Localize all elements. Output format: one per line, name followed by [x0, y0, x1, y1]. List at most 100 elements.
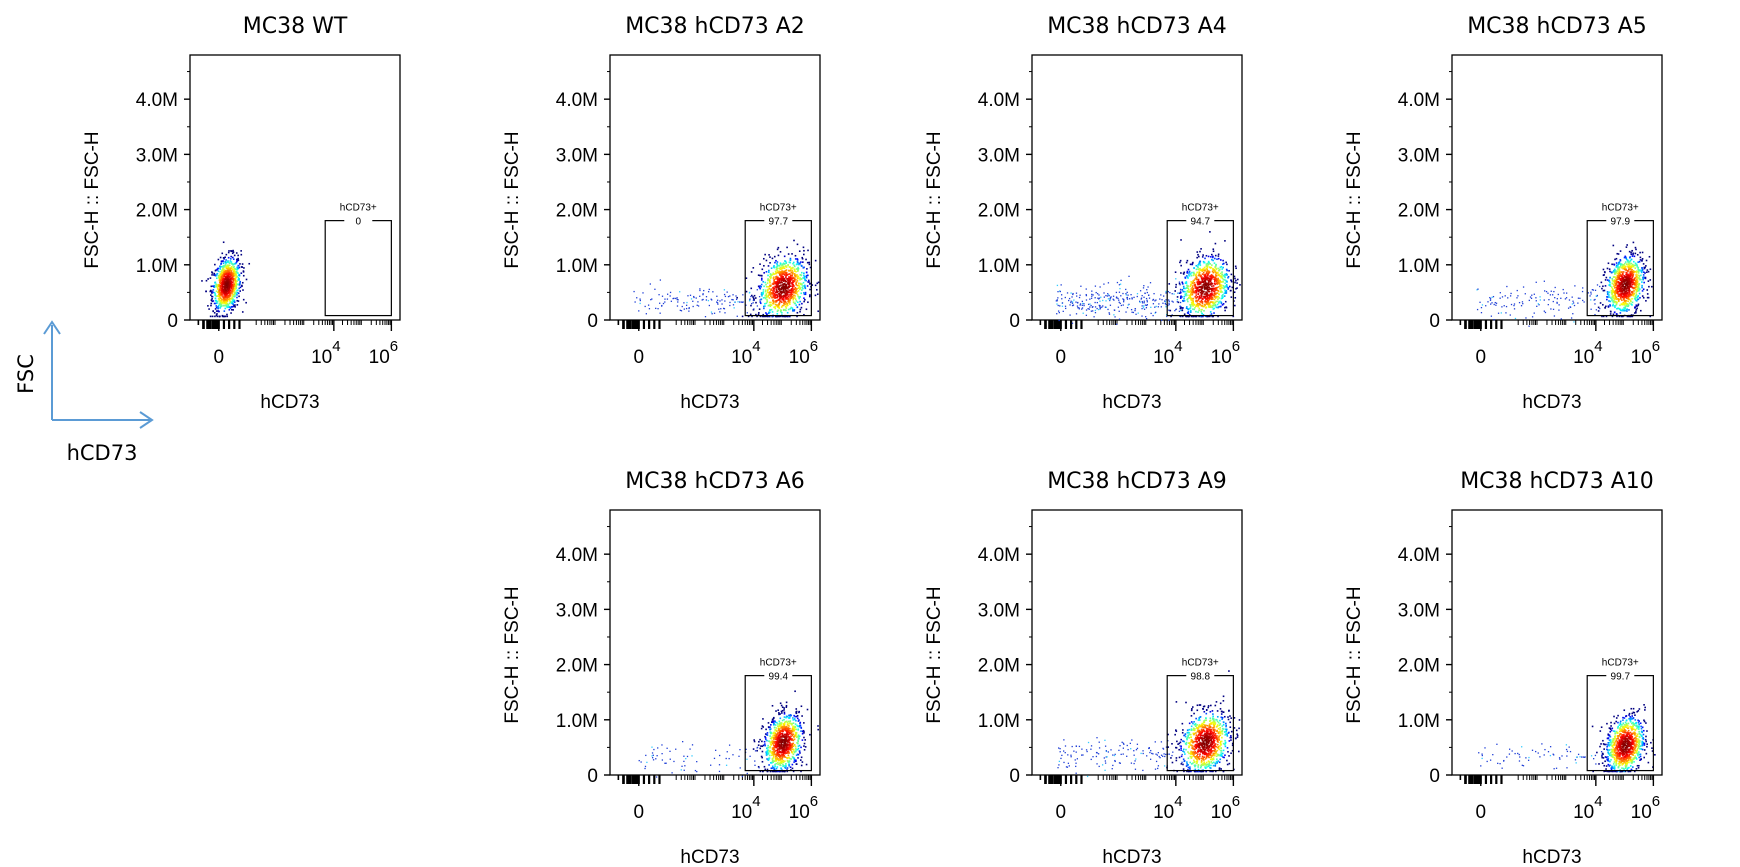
- event-dot: [210, 285, 213, 288]
- event-dot: [775, 767, 778, 770]
- event-dot: [1204, 282, 1207, 285]
- event-dot: [1059, 290, 1061, 293]
- event-dot: [1096, 301, 1098, 304]
- event-dot: [221, 274, 223, 276]
- event-dot: [796, 277, 799, 280]
- event-dot: [1164, 302, 1166, 305]
- event-dot: [1179, 288, 1182, 291]
- event-dot: [796, 259, 799, 261]
- event-dot: [767, 746, 770, 749]
- event-dot: [237, 292, 240, 295]
- event-dot: [1614, 301, 1617, 303]
- event-dot: [672, 297, 674, 300]
- event-dot: [214, 297, 217, 300]
- event-dot: [1626, 293, 1629, 295]
- event-dot: [1567, 307, 1570, 309]
- event-dot: [1618, 269, 1621, 271]
- event-dot: [1083, 304, 1085, 307]
- event-dot: [749, 298, 751, 300]
- event-dot: [1165, 299, 1167, 301]
- event-dot: [236, 258, 238, 261]
- event-dot: [232, 273, 235, 275]
- event-dot: [215, 283, 218, 286]
- event-dot: [229, 289, 232, 292]
- event-dot: [764, 294, 767, 297]
- event-dot: [1203, 274, 1206, 276]
- event-dot: [1216, 282, 1218, 284]
- event-dot: [1637, 286, 1640, 288]
- event-dot: [230, 261, 233, 263]
- event-dot: [1102, 305, 1104, 307]
- event-dot: [1206, 295, 1209, 298]
- event-dot: [1217, 253, 1220, 256]
- event-dot: [1620, 292, 1623, 295]
- event-dot: [1130, 308, 1133, 311]
- event-dot: [1521, 301, 1524, 303]
- event-dot: [1208, 294, 1211, 296]
- event-dot: [1621, 275, 1623, 278]
- event-dot: [1195, 264, 1198, 267]
- event-dot: [782, 270, 784, 273]
- event-dot: [768, 754, 771, 757]
- event-dot: [802, 285, 804, 287]
- event-dot: [789, 280, 791, 283]
- event-dot: [752, 299, 755, 302]
- event-dot: [776, 300, 778, 302]
- event-dot: [788, 714, 790, 717]
- event-dot: [1211, 298, 1214, 300]
- event-dot: [769, 746, 771, 749]
- event-dot: [1635, 274, 1637, 276]
- event-dot: [1617, 263, 1620, 266]
- event-dot: [773, 278, 776, 281]
- event-dot: [1632, 279, 1634, 281]
- event-dot: [1113, 299, 1115, 301]
- event-dot: [226, 299, 228, 302]
- event-dot: [1210, 296, 1213, 299]
- event-dot: [224, 273, 227, 276]
- event-dot: [782, 290, 785, 292]
- event-dot: [1080, 285, 1082, 287]
- event-dot: [1154, 300, 1156, 302]
- event-dot: [769, 293, 772, 296]
- event-dot: [1204, 285, 1206, 287]
- event-dot: [1629, 284, 1632, 287]
- event-dot: [1146, 289, 1148, 291]
- event-dot: [1573, 321, 1575, 323]
- event-dot: [1631, 291, 1633, 294]
- event-dot: [797, 287, 800, 289]
- event-dot: [776, 271, 779, 274]
- event-dot: [231, 302, 234, 305]
- event-dot: [681, 305, 683, 308]
- event-dot: [791, 267, 793, 270]
- event-dot: [805, 308, 808, 311]
- event-dot: [752, 308, 755, 311]
- y-tick-label: 3.0M: [1398, 145, 1440, 166]
- event-dot: [1611, 298, 1613, 301]
- event-dot: [1623, 308, 1626, 310]
- event-dot: [762, 292, 764, 294]
- event-dot: [773, 266, 776, 269]
- event-dot: [1522, 286, 1525, 288]
- event-dot: [1619, 275, 1621, 277]
- event-dot: [782, 288, 785, 290]
- event-dot: [227, 270, 230, 273]
- event-dot: [777, 763, 779, 766]
- event-dot: [213, 291, 216, 294]
- event-dot: [223, 258, 225, 260]
- event-dot: [1184, 293, 1187, 296]
- event-dot: [1219, 283, 1221, 286]
- event-dot: [1200, 296, 1202, 299]
- event-dot: [788, 764, 790, 767]
- event-dot: [1619, 282, 1621, 285]
- event-dot: [1487, 301, 1489, 303]
- event-dot: [1631, 255, 1634, 257]
- event-dot: [227, 266, 230, 268]
- event-dot: [1543, 299, 1545, 301]
- event-dot: [1215, 300, 1218, 303]
- event-dot: [775, 282, 778, 284]
- event-dot: [1205, 300, 1208, 303]
- event-dot: [1201, 281, 1204, 284]
- event-dot: [1198, 283, 1200, 286]
- event-dot: [1231, 286, 1234, 289]
